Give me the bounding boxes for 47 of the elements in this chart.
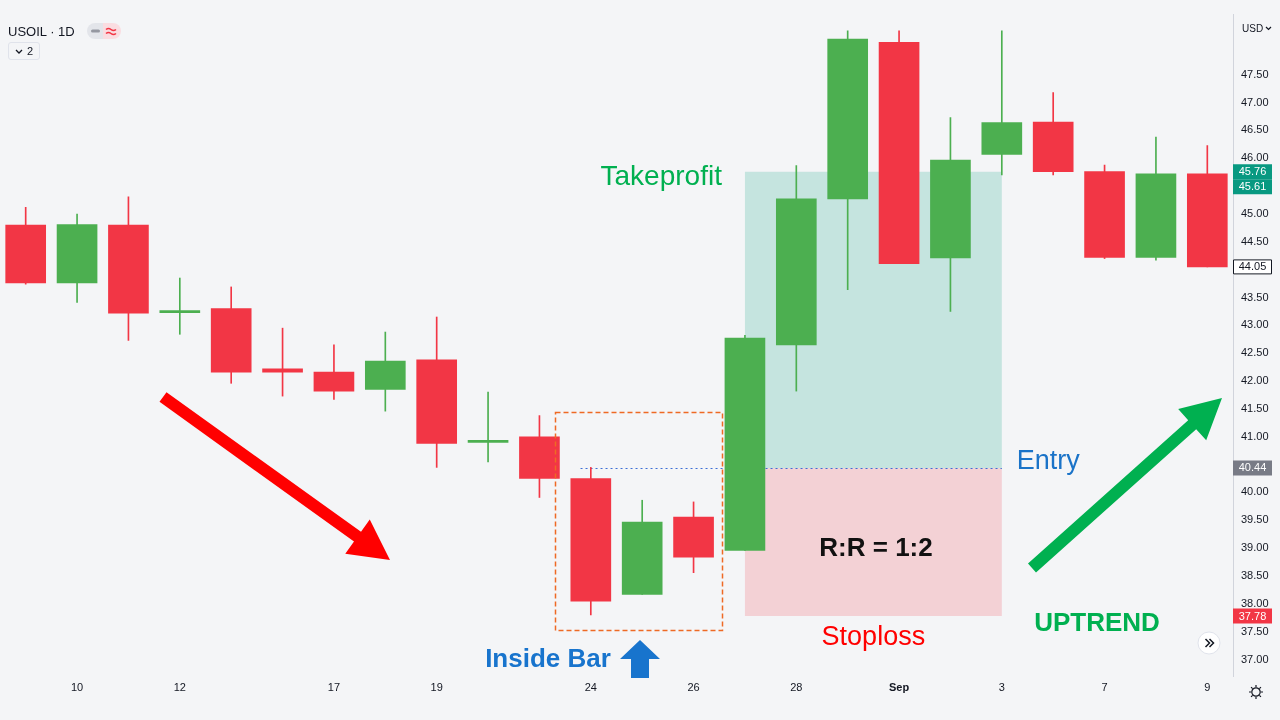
ref-line-label: Entry [1016, 445, 1081, 476]
x-tick-label: 17 [327, 681, 341, 694]
y-tick-label: 38.00 [1241, 596, 1269, 609]
y-tick-label: 44.50 [1241, 234, 1269, 247]
y-tick-label: 47.50 [1241, 67, 1269, 80]
x-tick-label: 24 [584, 681, 597, 694]
y-tick-label: 42.50 [1241, 346, 1269, 359]
x-tick-label: 9 [1204, 681, 1211, 694]
y-tick-label: 46.00 [1241, 151, 1269, 164]
y-tick-label: 42.00 [1241, 374, 1269, 387]
y-tick-label: 39.00 [1241, 541, 1269, 554]
x-tick-label: 19 [430, 681, 443, 694]
band-label: Stoploss [821, 620, 926, 651]
y-tick-label: 37.00 [1241, 652, 1269, 665]
x-tick-label: 12 [173, 681, 186, 694]
annotation: Inside Bar [485, 643, 611, 674]
y-tick-label: 45.00 [1241, 207, 1269, 220]
x-tick-label: 3 [998, 681, 1005, 694]
x-tick-label: 26 [687, 681, 700, 694]
text: USOIL · 1D [8, 23, 75, 39]
candlestick [981, 30, 1023, 176]
y-tick-label: 43.50 [1241, 290, 1269, 303]
annotation: 45.76 [1238, 165, 1267, 178]
candlestick [159, 277, 201, 335]
y-tick-label: 40.00 [1241, 485, 1269, 498]
y-tick-label: 37.50 [1241, 624, 1269, 637]
annotation: 2 [27, 45, 34, 57]
annotation: 37.78 [1238, 609, 1267, 622]
annotation: UPTREND [1034, 607, 1160, 638]
x-tick-label: 28 [790, 681, 803, 694]
x-tick-label: 10 [70, 681, 84, 694]
y-tick-label: 46.50 [1241, 123, 1269, 136]
y-tick-label: 41.00 [1241, 429, 1269, 442]
y-tick-label: 41.50 [1241, 401, 1269, 414]
annotation: 40.44 [1238, 461, 1267, 474]
annotation: R:R = 1:2 [819, 532, 933, 563]
y-tick-label: 39.50 [1241, 513, 1269, 526]
x-tick-label: Sep [888, 681, 910, 694]
y-tick-label: 38.50 [1241, 569, 1269, 582]
y-tick-label: 43.00 [1241, 318, 1269, 331]
y-tick-label: 47.00 [1241, 95, 1269, 108]
x-tick-label: 7 [1101, 681, 1108, 694]
annotation: 44.05 [1238, 260, 1267, 273]
y-axis-title: USD [1242, 22, 1264, 34]
candlestick [467, 391, 509, 463]
band-label: Takeprofit [600, 160, 723, 192]
text: 45.61 [1238, 180, 1267, 193]
